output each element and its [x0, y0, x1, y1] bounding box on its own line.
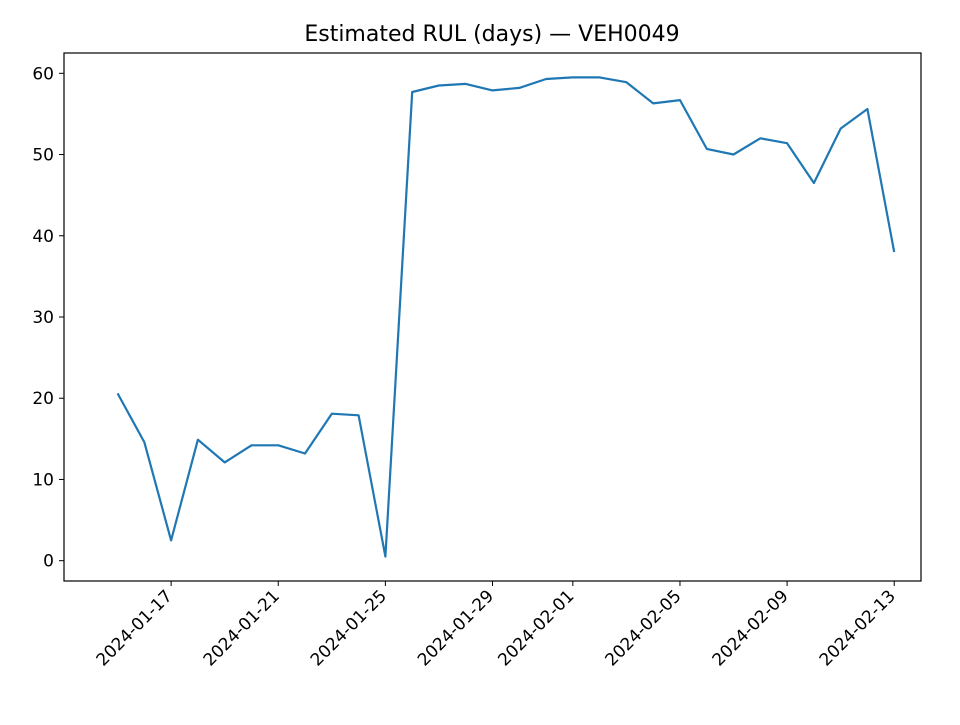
y-tick-label: 60 [32, 64, 54, 84]
x-tick-label: 2024-01-17 [93, 586, 177, 670]
x-tick-label: 2024-01-29 [414, 586, 498, 670]
plot-frame [63, 52, 922, 582]
x-tick-label: 2024-02-05 [602, 586, 686, 670]
x-tick-label: 2024-02-13 [816, 586, 900, 670]
y-tick-label: 0 [43, 552, 54, 572]
x-tick-label: 2024-02-09 [709, 586, 793, 670]
x-tick-label: 2024-01-25 [307, 586, 391, 670]
y-tick-label: 50 [32, 146, 54, 166]
y-tick-label: 20 [32, 389, 54, 409]
x-tick-label: 2024-02-01 [494, 586, 578, 670]
chart-title: Estimated RUL (days) — VEH0049 [304, 22, 679, 47]
y-tick-label: 10 [32, 470, 54, 490]
y-tick-label: 40 [32, 227, 54, 247]
y-tick-label: 30 [32, 308, 54, 328]
series-line [116, 76, 896, 558]
x-tick-label: 2024-01-21 [200, 586, 284, 670]
